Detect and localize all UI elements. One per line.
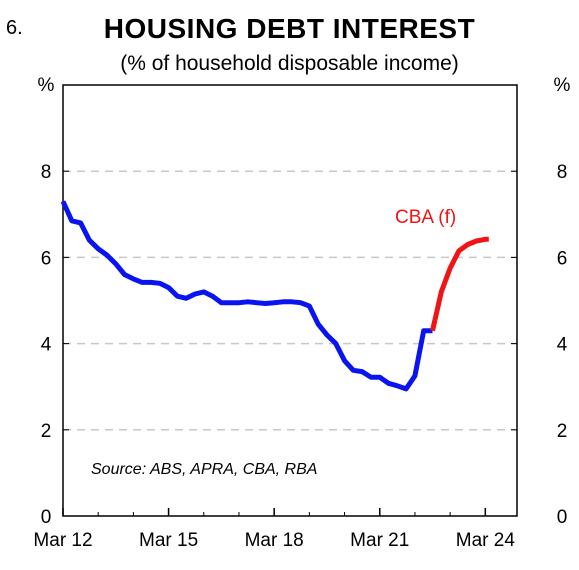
x-tick-label: Mar 24 <box>456 530 516 551</box>
source-note: Source: ABS, APRA, CBA, RBA <box>91 461 317 478</box>
y-tick-label-left: 6 <box>41 248 52 269</box>
y-tick-label-right: 0 <box>557 507 568 528</box>
x-tick-label: Mar 18 <box>245 530 304 551</box>
figure-number: 6. <box>6 17 23 39</box>
chart-subtitle: (% of household disposable income) <box>120 52 459 75</box>
x-tick-label: Mar 21 <box>350 530 409 551</box>
y-tick-label-right: 4 <box>557 335 568 356</box>
gridlines <box>63 170 517 431</box>
y-unit-left: % <box>38 75 55 96</box>
chart-title: HOUSING DEBT INTEREST <box>103 13 476 44</box>
x-tick-label: Mar 12 <box>33 530 92 551</box>
y-tick-label-right: 8 <box>557 162 568 183</box>
axis-ticks: 0 0 2 2 4 4 6 6 8 8 Mar 12 Mar 15 Mar 18 Mar 21 Mar 24 <box>33 162 567 551</box>
series-layer <box>60 200 489 392</box>
y-tick-label-left: 8 <box>41 162 52 183</box>
cba-forecast-label: CBA (f) <box>395 207 456 228</box>
y-tick-label-left: 2 <box>41 421 52 442</box>
y-tick-label-left: 0 <box>41 507 52 528</box>
y-unit-right: % <box>554 75 571 96</box>
y-tick-label-left: 4 <box>41 335 52 356</box>
series-line-actual <box>60 200 433 392</box>
x-tick-label: Mar 15 <box>139 530 198 551</box>
y-tick-label-right: 2 <box>557 421 568 442</box>
plot-frame <box>62 84 518 517</box>
y-tick-label-right: 6 <box>557 248 568 269</box>
series-line-forecast <box>430 236 489 332</box>
